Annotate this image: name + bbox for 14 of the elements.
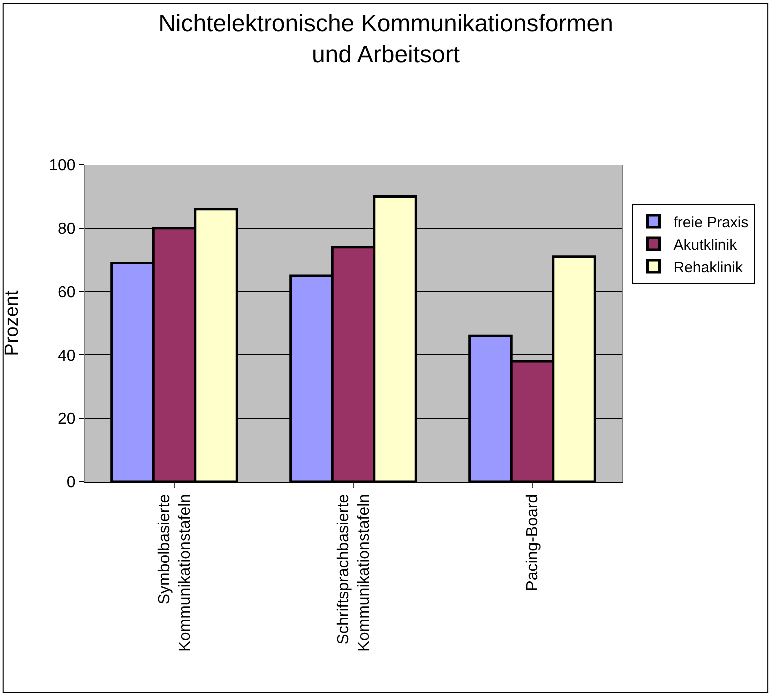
chart-title: Nichtelektronische Kommunikationsformen und Arbeitsort — [158, 10, 614, 69]
x-tick-label: Pacing-Board — [524, 494, 542, 592]
y-tick-label: 0 — [66, 474, 76, 492]
x-tick-label: Schriftsprachbasierte Kommunikationstafeln — [335, 494, 374, 652]
x-tick-label: Symbolbasierte Kommunikationstafeln — [156, 494, 194, 652]
y-tick-label: 100 — [49, 158, 76, 175]
y-tick-label: 60 — [58, 284, 76, 302]
y-tick-label: 80 — [58, 221, 76, 238]
legend-label: Rehaklinik — [674, 259, 744, 276]
y-tick-label: 20 — [58, 411, 76, 428]
y-axis-title: Prozent — [2, 290, 23, 356]
y-tick-label: 40 — [58, 348, 76, 365]
legend-label: Akutklinik — [674, 236, 738, 254]
legend-label: freie Praxis — [674, 214, 749, 232]
